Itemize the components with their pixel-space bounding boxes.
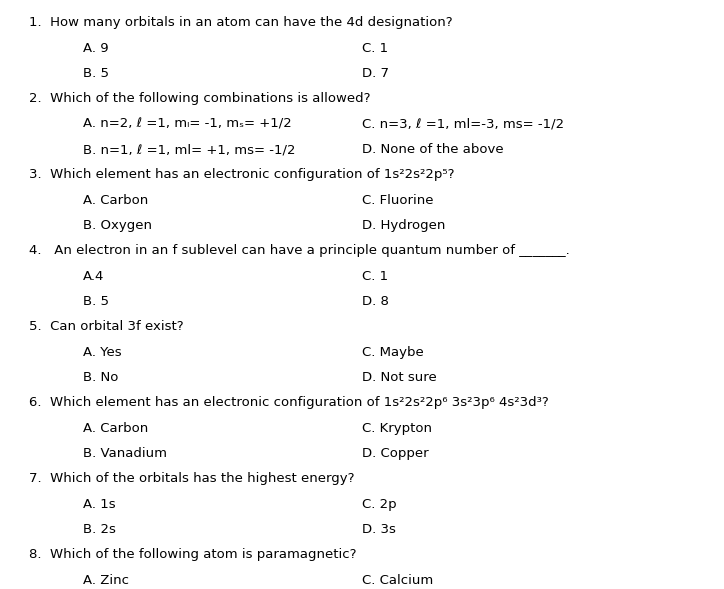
Text: C. 1: C. 1 — [362, 270, 388, 283]
Text: C. Krypton: C. Krypton — [362, 422, 432, 435]
Text: A. Carbon: A. Carbon — [83, 194, 148, 207]
Text: D. Not sure: D. Not sure — [362, 371, 437, 384]
Text: 7.  Which of the orbitals has the highest energy?: 7. Which of the orbitals has the highest… — [29, 472, 355, 485]
Text: B. No: B. No — [83, 371, 119, 384]
Text: 4.   An electron in an f sublevel can have a principle quantum number of _______: 4. An electron in an f sublevel can have… — [29, 244, 570, 257]
Text: B. 2s: B. 2s — [83, 523, 116, 536]
Text: B. n=1, ℓ =1, ml= +1, ms= -1/2: B. n=1, ℓ =1, ml= +1, ms= -1/2 — [83, 143, 296, 156]
Text: 2.  Which of the following combinations is allowed?: 2. Which of the following combinations i… — [29, 92, 371, 105]
Text: 1.  How many orbitals in an atom can have the 4d designation?: 1. How many orbitals in an atom can have… — [29, 16, 452, 29]
Text: C. 1: C. 1 — [362, 42, 388, 55]
Text: 3.  Which element has an electronic configuration of 1s²2s²2p⁵?: 3. Which element has an electronic confi… — [29, 168, 455, 181]
Text: C. Maybe: C. Maybe — [362, 346, 424, 359]
Text: A. Carbon: A. Carbon — [83, 422, 148, 435]
Text: A. Zinc: A. Zinc — [83, 574, 130, 587]
Text: D. 3s: D. 3s — [362, 523, 396, 536]
Text: C. Calcium: C. Calcium — [362, 574, 433, 587]
Text: A. 1s: A. 1s — [83, 498, 116, 511]
Text: B. 5: B. 5 — [83, 67, 109, 80]
Text: A. 9: A. 9 — [83, 42, 109, 55]
Text: 5.  Can orbital 3f exist?: 5. Can orbital 3f exist? — [29, 320, 184, 333]
Text: D. 7: D. 7 — [362, 67, 389, 80]
Text: A.4: A.4 — [83, 270, 105, 283]
Text: B. Oxygen: B. Oxygen — [83, 219, 152, 232]
Text: A. Yes: A. Yes — [83, 346, 122, 359]
Text: D. Copper: D. Copper — [362, 447, 429, 460]
Text: B. Vanadium: B. Vanadium — [83, 447, 167, 460]
Text: D. None of the above: D. None of the above — [362, 143, 504, 156]
Text: 8.  Which of the following atom is paramagnetic?: 8. Which of the following atom is parama… — [29, 548, 356, 561]
Text: C. Fluorine: C. Fluorine — [362, 194, 434, 207]
Text: D. Hydrogen: D. Hydrogen — [362, 219, 445, 232]
Text: B. 5: B. 5 — [83, 295, 109, 308]
Text: C. 2p: C. 2p — [362, 498, 397, 511]
Text: D. 8: D. 8 — [362, 295, 389, 308]
Text: A. n=2, ℓ =1, mₗ= -1, mₛ= +1/2: A. n=2, ℓ =1, mₗ= -1, mₛ= +1/2 — [83, 118, 292, 131]
Text: 6.  Which element has an electronic configuration of 1s²2s²2p⁶ 3s²3p⁶ 4s²3d³?: 6. Which element has an electronic confi… — [29, 396, 549, 409]
Text: C. n=3, ℓ =1, ml=-3, ms= -1/2: C. n=3, ℓ =1, ml=-3, ms= -1/2 — [362, 118, 564, 131]
